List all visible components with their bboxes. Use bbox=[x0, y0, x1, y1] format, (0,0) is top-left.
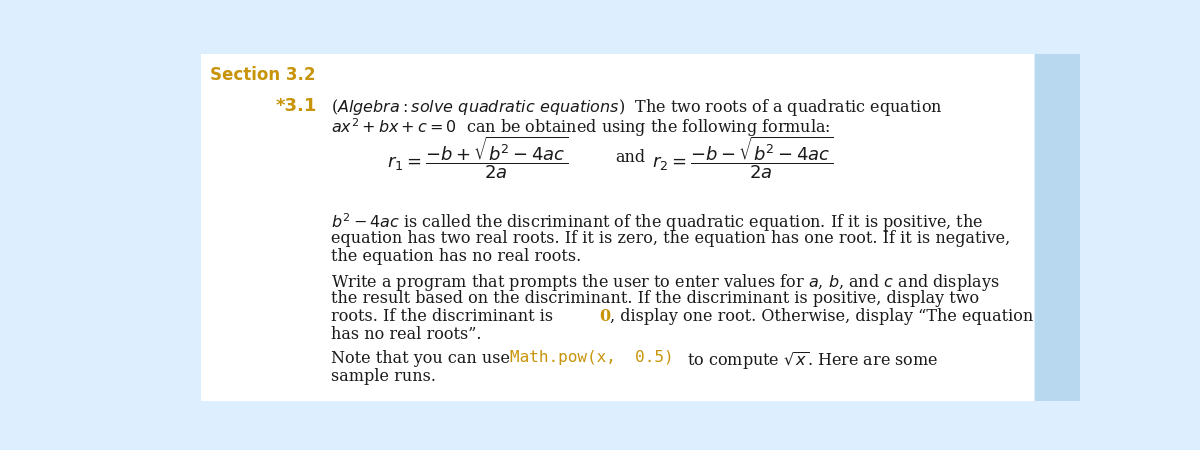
Text: $ax^2 + bx + c = 0$  can be obtained using the following formula:: $ax^2 + bx + c = 0$ can be obtained usin… bbox=[331, 117, 830, 139]
Text: to compute $\sqrt{x}$. Here are some: to compute $\sqrt{x}$. Here are some bbox=[682, 350, 938, 372]
Text: equation has two real roots. If it is zero, the equation has one root. If it is : equation has two real roots. If it is ze… bbox=[331, 230, 1010, 247]
FancyBboxPatch shape bbox=[1036, 54, 1080, 400]
Text: has no real roots”.: has no real roots”. bbox=[331, 326, 482, 343]
Text: ($\it{Algebra: solve\ quadratic\ equations}$)  The two roots of a quadratic equa: ($\it{Algebra: solve\ quadratic\ equatio… bbox=[331, 97, 943, 118]
Text: and: and bbox=[616, 149, 646, 166]
Text: 0: 0 bbox=[599, 308, 611, 325]
Text: Write a program that prompts the user to enter values for $a$, $b$, and $c$ and : Write a program that prompts the user to… bbox=[331, 272, 1000, 293]
Text: the result based on the discriminant. If the discriminant is positive, display t: the result based on the discriminant. If… bbox=[331, 290, 979, 307]
Text: Section 3.2: Section 3.2 bbox=[210, 66, 316, 84]
FancyBboxPatch shape bbox=[202, 54, 1033, 400]
Text: $b^2 - 4ac$ is called the discriminant of the quadratic equation. If it is posit: $b^2 - 4ac$ is called the discriminant o… bbox=[331, 212, 984, 234]
Text: roots. If the discriminant is: roots. If the discriminant is bbox=[331, 308, 559, 325]
Text: the equation has no real roots.: the equation has no real roots. bbox=[331, 248, 582, 265]
Text: $r_1 = \dfrac{-b + \sqrt{b^2 - 4ac}}{2a}$: $r_1 = \dfrac{-b + \sqrt{b^2 - 4ac}}{2a}… bbox=[388, 135, 569, 181]
Text: $r_2 = \dfrac{-b - \sqrt{b^2 - 4ac}}{2a}$: $r_2 = \dfrac{-b - \sqrt{b^2 - 4ac}}{2a}… bbox=[653, 135, 833, 181]
Text: *3.1: *3.1 bbox=[276, 97, 317, 115]
Text: Math.pow(x,  0.5): Math.pow(x, 0.5) bbox=[510, 350, 673, 365]
Text: Note that you can use: Note that you can use bbox=[331, 350, 516, 367]
Text: , display one root. Otherwise, display “The equation: , display one root. Otherwise, display “… bbox=[611, 308, 1033, 325]
Text: sample runs.: sample runs. bbox=[331, 368, 437, 385]
